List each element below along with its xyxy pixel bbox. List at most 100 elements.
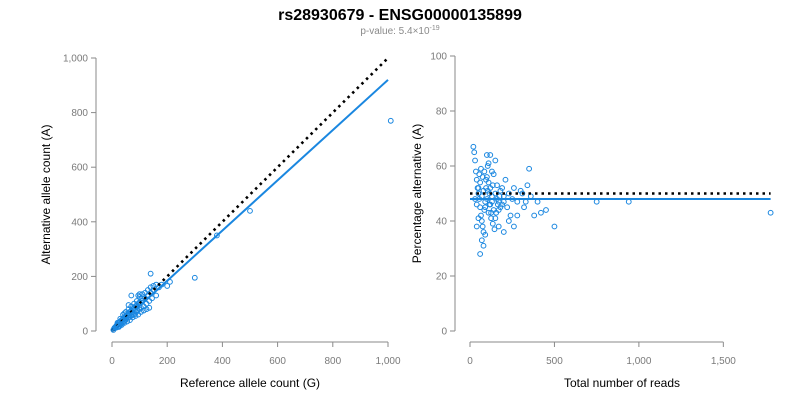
data-point xyxy=(521,204,527,211)
data-point xyxy=(135,292,142,299)
chart-title: rs28930679 - ENSG00000135899 xyxy=(278,7,522,24)
data-point xyxy=(470,143,477,150)
scatter-panel-percentage: 0 20 40 60 80 100 0 500 1,000 1,500 Total number o… xyxy=(410,52,774,390)
data-point xyxy=(492,215,499,222)
chart-subtitle: p-value: 5.4×10-19 xyxy=(360,25,439,37)
data-point xyxy=(475,190,482,197)
data-point xyxy=(147,284,154,291)
data-point xyxy=(767,209,774,216)
data-point xyxy=(511,223,517,230)
data-point xyxy=(531,212,538,219)
data-point xyxy=(144,287,151,293)
data-point xyxy=(511,185,517,191)
data-point xyxy=(519,190,526,197)
data-point xyxy=(473,168,479,175)
data-point xyxy=(483,152,490,158)
scatter-panel-allele-counts: 0 200 400 600 800 1,000 0 200 400 600 800 1,000 Refe… xyxy=(39,54,401,391)
data-point xyxy=(500,229,507,235)
data-point xyxy=(164,283,171,289)
y-tick-label: 60 xyxy=(436,162,448,173)
data-point xyxy=(492,157,499,164)
y-tick-label: 80 xyxy=(436,107,448,118)
data-point xyxy=(489,168,495,175)
data-point xyxy=(493,209,500,216)
data-point xyxy=(524,182,531,189)
data-point xyxy=(473,176,480,183)
data-point xyxy=(526,165,533,172)
data-point xyxy=(475,185,482,191)
data-point xyxy=(505,218,512,224)
data-point xyxy=(143,306,150,313)
y-tick-label: 200 xyxy=(71,272,88,283)
data-point xyxy=(479,223,486,230)
data-point xyxy=(140,307,147,314)
y-tick-label: 40 xyxy=(436,217,448,228)
y-tick-label: 20 xyxy=(436,272,448,283)
y-tick-label: 0 xyxy=(441,327,447,338)
data-point xyxy=(147,270,154,277)
data-point xyxy=(125,302,132,308)
data-point xyxy=(475,215,482,222)
data-point xyxy=(128,292,135,299)
x-tick-label: 200 xyxy=(159,356,176,367)
y-tick-label: 1,000 xyxy=(63,54,88,65)
data-point xyxy=(495,223,502,230)
y-tick-label: 400 xyxy=(71,217,88,228)
y-tick-label: 100 xyxy=(430,52,447,63)
data-point xyxy=(191,274,198,281)
data-point xyxy=(494,182,500,189)
data-point xyxy=(477,179,484,186)
data-point xyxy=(522,198,529,205)
data-point xyxy=(476,171,483,178)
x-tick-label: 400 xyxy=(214,356,231,367)
x-tick-label: 0 xyxy=(109,356,115,367)
x-tick-label: 500 xyxy=(546,356,563,367)
data-point xyxy=(487,152,494,158)
data-point xyxy=(478,165,484,172)
y-axis-label: Percentage alternative (A) xyxy=(410,124,424,263)
data-point xyxy=(485,209,492,216)
data-point xyxy=(247,207,253,214)
data-point xyxy=(507,212,514,219)
y-tick-label: 0 xyxy=(82,327,88,338)
data-point xyxy=(124,318,131,325)
x-tick-label: 600 xyxy=(269,356,286,367)
data-point xyxy=(514,212,521,219)
p-value-text: p-value: 5.4×10 xyxy=(360,26,430,37)
data-point xyxy=(551,223,558,230)
data-point xyxy=(481,168,488,175)
data-point xyxy=(625,198,632,205)
x-tick-label: 1,500 xyxy=(711,356,736,367)
data-point xyxy=(213,232,220,239)
data-point xyxy=(472,157,478,164)
data-point xyxy=(484,163,491,169)
data-point xyxy=(471,149,478,156)
data-point xyxy=(478,237,485,244)
data-point xyxy=(504,204,511,211)
data-point xyxy=(488,215,495,222)
data-point xyxy=(484,187,491,194)
data-point xyxy=(494,201,501,208)
data-point xyxy=(473,223,480,230)
data-point xyxy=(387,117,394,124)
data-point xyxy=(482,231,489,238)
data-point xyxy=(481,207,488,213)
data-point xyxy=(486,201,493,208)
x-axis-label: Total number of reads xyxy=(564,376,680,390)
data-point xyxy=(132,313,139,319)
data-point xyxy=(534,198,541,205)
data-point xyxy=(483,176,489,183)
y-tick-label: 600 xyxy=(71,163,88,174)
x-tick-label: 800 xyxy=(324,356,341,367)
x-axis-label: Reference allele count (G) xyxy=(180,376,320,390)
data-point xyxy=(482,204,489,211)
data-point xyxy=(153,292,160,299)
fit-line xyxy=(111,79,389,332)
reference-line xyxy=(111,57,389,332)
x-tick-label: 0 xyxy=(467,356,473,367)
data-point xyxy=(593,198,600,205)
data-point xyxy=(473,201,480,208)
data-point xyxy=(136,291,143,298)
